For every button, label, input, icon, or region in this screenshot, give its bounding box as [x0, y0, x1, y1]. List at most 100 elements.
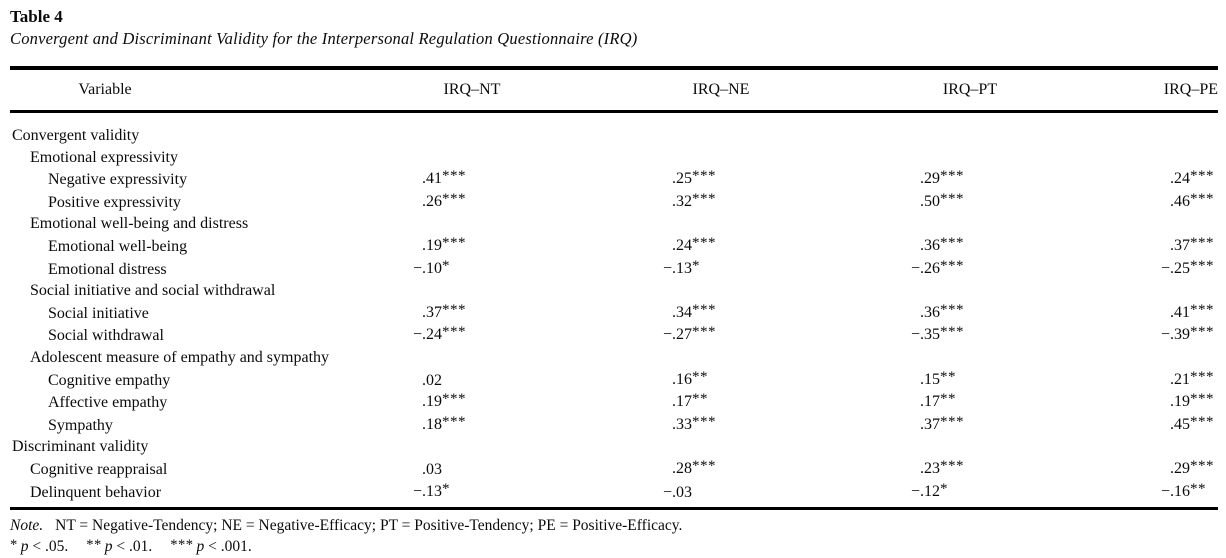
table-row: Emotional well-being and distress — [10, 213, 1218, 235]
table-row: Social withdrawal −.24*** −.27*** −.35*** −.… — [10, 324, 1218, 347]
correlation-value: −.10 — [412, 259, 442, 277]
correlation-value: .23 — [920, 459, 940, 477]
column-header-irq-pe: IRQ–PE — [1163, 81, 1218, 98]
value-cell — [597, 280, 845, 302]
value-cell — [347, 436, 597, 458]
significance-stars: *** — [940, 234, 964, 251]
p-symbol: p — [104, 538, 113, 556]
significance-stars: *** — [1190, 234, 1214, 251]
row-label: Delinquent behavior — [30, 483, 162, 501]
significance-stars: ** — [940, 391, 956, 408]
value-cell — [1095, 280, 1218, 302]
table-row: Delinquent behavior −.13* −.03 −.12* −.16** — [10, 481, 1218, 509]
table-row: Discriminant validity — [10, 436, 1218, 458]
correlation-value: −.39 — [1160, 326, 1190, 344]
significance-stars: *** — [1190, 324, 1214, 341]
value-cell: .28*** — [597, 458, 845, 481]
value-cell: .41*** — [1095, 302, 1218, 325]
p-threshold: < .001. — [204, 538, 252, 556]
row-label: Affective empathy — [48, 394, 168, 412]
correlation-value: .15 — [920, 370, 940, 388]
value-cell: .26*** — [347, 191, 597, 214]
row-label: Emotional well-being and distress — [30, 215, 249, 233]
value-cell: .29*** — [1095, 458, 1218, 481]
value-cell — [597, 147, 845, 169]
value-cell — [347, 147, 597, 169]
significance-stars: *** — [442, 168, 466, 185]
value-cell: .37*** — [347, 302, 597, 325]
significance-stars: ** — [692, 391, 708, 408]
row-label: Social initiative — [48, 304, 149, 322]
value-cell: .03 — [347, 458, 597, 481]
row-label: Cognitive reappraisal — [30, 460, 168, 478]
value-cell: −.24*** — [347, 324, 597, 347]
validity-table: Variable IRQ–NT IRQ–NE IRQ–PT IRQ–PE Con… — [10, 66, 1218, 510]
correlation-value: .41 — [1170, 303, 1190, 321]
value-cell: .34*** — [597, 302, 845, 325]
correlation-value: .02 — [422, 371, 442, 389]
table-row: Affective empathy .19*** .17** .17** .19*** — [10, 391, 1218, 414]
value-cell — [845, 213, 1095, 235]
value-cell: .23*** — [845, 458, 1095, 481]
significance-stars: *** — [442, 391, 466, 408]
significance-stars: *** — [692, 190, 716, 207]
correlation-value: .36 — [920, 236, 940, 254]
correlation-value: −.25 — [1160, 259, 1190, 277]
table-caption: Convergent and Discriminant Validity for… — [10, 29, 638, 48]
value-cell: .24*** — [597, 235, 845, 258]
significance-stars: *** — [940, 413, 964, 430]
value-cell: .32*** — [597, 191, 845, 214]
significance-stars: *** — [692, 301, 716, 318]
correlation-value: .36 — [920, 303, 940, 321]
value-cell: .45*** — [1095, 414, 1218, 437]
correlation-value: −.13 — [412, 482, 442, 500]
value-cell — [845, 147, 1095, 169]
significance-stars: *** — [940, 257, 964, 274]
value-cell: −.25*** — [1095, 258, 1218, 281]
correlation-value: .24 — [672, 236, 692, 254]
significance-stars: *** — [1190, 190, 1214, 207]
significance-stars: *** — [940, 168, 964, 185]
value-cell: .25*** — [597, 168, 845, 191]
significance-stars: *** — [692, 324, 716, 341]
significance-item: ** p < .01. — [86, 537, 152, 556]
value-cell: .36*** — [845, 235, 1095, 258]
row-label: Sympathy — [48, 416, 113, 434]
header-row: Variable IRQ–NT IRQ–NE IRQ–PT IRQ–PE — [10, 68, 1218, 112]
correlation-value: .29 — [920, 170, 940, 188]
significance-stars: *** — [170, 537, 194, 554]
table-body: Convergent validity Emotional expressivit… — [10, 112, 1218, 509]
significance-stars: ** — [692, 368, 708, 385]
row-label: Positive expressivity — [48, 193, 181, 211]
row-label: Adolescent measure of empathy and sympat… — [30, 348, 330, 366]
row-label: Discriminant validity — [12, 438, 149, 456]
significance-stars: ** — [1190, 480, 1206, 497]
value-cell: .18*** — [347, 414, 597, 437]
value-cell — [1095, 436, 1218, 458]
value-cell: .37*** — [1095, 235, 1218, 258]
note-text: NT = Negative-Tendency; NE = Negative-Ef… — [55, 517, 683, 535]
significance-stars: ** — [940, 368, 956, 385]
value-cell — [845, 436, 1095, 458]
value-cell — [597, 213, 845, 235]
p-symbol: p — [196, 538, 205, 556]
value-cell: .36*** — [845, 302, 1095, 325]
value-cell: .50*** — [845, 191, 1095, 214]
table-row: Cognitive reappraisal .03.28*** .23*** .29*… — [10, 458, 1218, 481]
value-cell — [1095, 213, 1218, 235]
significance-stars: *** — [1190, 168, 1214, 185]
correlation-value: .19 — [422, 393, 442, 411]
value-cell: −.13* — [597, 258, 845, 281]
table-row: Convergent validity — [10, 112, 1218, 147]
value-cell — [845, 112, 1095, 147]
significance-stars: *** — [692, 234, 716, 251]
significance-stars: *** — [692, 168, 716, 185]
value-cell — [845, 347, 1095, 369]
value-cell: .46*** — [1095, 191, 1218, 214]
correlation-value: −.26 — [910, 259, 940, 277]
correlation-value: .29 — [1170, 459, 1190, 477]
value-cell: −.03 — [597, 481, 845, 509]
value-cell: .19*** — [1095, 391, 1218, 414]
correlation-value: .17 — [672, 393, 692, 411]
